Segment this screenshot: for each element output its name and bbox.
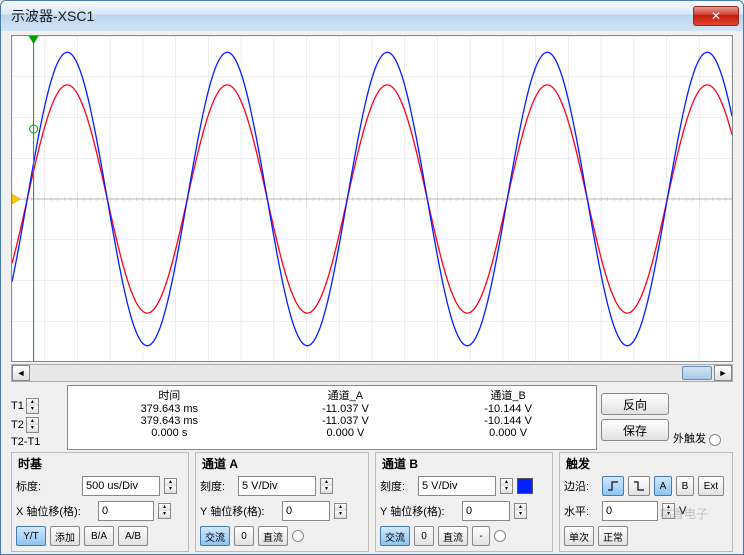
mode-ab-button[interactable]: A/B (118, 526, 148, 546)
mode-yt-button[interactable]: Y/T (16, 526, 46, 546)
timebase-scale-input[interactable] (82, 476, 160, 496)
cha-dc-button[interactable]: 直流 (258, 526, 288, 546)
channel-b-title: 通道 B (380, 455, 548, 472)
timebase-panel: 时基 标度:▴▾ X 轴位移(格):▴▾ Y/T 添加 B/A A/B (11, 452, 189, 552)
channel-b-panel: 通道 B 刻度:▴▾ Y 轴位移(格):▴▾ 交流 0 直流 - (375, 452, 553, 552)
scroll-right-button[interactable]: ► (714, 365, 732, 381)
chb-ac-button[interactable]: 交流 (380, 526, 410, 546)
chb-enable-radio[interactable] (494, 530, 506, 542)
timebase-title: 时基 (16, 455, 184, 472)
oscilloscope-window: 示波器-XSC1 ✕ ◄ ► T1▴▾ T2▴▾ T2-T1 时间通道_A通道_… (0, 0, 744, 555)
scope-canvas (12, 36, 732, 362)
save-button[interactable]: 保存 (601, 419, 669, 441)
chb-scale-input[interactable] (418, 476, 496, 496)
cursor-labels: T1▴▾ T2▴▾ T2-T1 (11, 385, 63, 450)
window-title: 示波器-XSC1 (11, 6, 693, 26)
trig-single-button[interactable]: 单次 (564, 526, 594, 546)
ext-trigger-group: 外触发 (673, 385, 733, 450)
cha-scale-input[interactable] (238, 476, 316, 496)
cha-enable-radio[interactable] (292, 530, 304, 542)
trigger-level-spinner[interactable]: ▴▾ (662, 503, 675, 519)
edge-falling-button[interactable] (628, 476, 650, 496)
table-row: 379.643 ms-11.037 V-10.144 V (74, 415, 590, 427)
trig-normal-button[interactable]: 正常 (598, 526, 628, 546)
t2-spinner[interactable]: ▴▾ (26, 417, 39, 433)
close-icon: ✕ (711, 9, 721, 23)
table-row: 0.000 s0.000 V0.000 V (74, 427, 590, 439)
chb-color-box[interactable] (517, 478, 533, 494)
time-scrollbar[interactable]: ◄ ► (11, 364, 733, 382)
trig-src-b-button[interactable]: B (676, 476, 694, 496)
cha-ypos-spinner[interactable]: ▴▾ (334, 503, 347, 519)
cursor-readout: 时间通道_A通道_B 379.643 ms-11.037 V-10.144 V … (67, 385, 597, 450)
chb-dc-button[interactable]: 直流 (438, 526, 468, 546)
cha-ypos-input[interactable] (282, 501, 330, 521)
trig-src-ext-button[interactable]: Ext (698, 476, 724, 496)
timebase-scale-spinner[interactable]: ▴▾ (164, 478, 177, 494)
scroll-left-button[interactable]: ◄ (12, 365, 30, 381)
titlebar: 示波器-XSC1 ✕ (1, 1, 743, 31)
t2-label: T2 (11, 419, 24, 431)
table-row: 379.643 ms-11.037 V-10.144 V (74, 403, 590, 415)
scroll-track[interactable] (30, 365, 714, 381)
ext-trigger-radio[interactable] (709, 434, 721, 446)
scope-display (11, 35, 733, 362)
channel-a-panel: 通道 A 刻度:▴▾ Y 轴位移(格):▴▾ 交流 0 直流 (195, 452, 369, 552)
chb-invert-button[interactable]: - (472, 526, 490, 546)
mode-add-button[interactable]: 添加 (50, 526, 80, 546)
edge-rising-button[interactable] (602, 476, 624, 496)
chb-zero-button[interactable]: 0 (414, 526, 434, 546)
trigger-level-input[interactable] (602, 501, 658, 521)
reverse-button[interactable]: 反向 (601, 393, 669, 415)
close-button[interactable]: ✕ (693, 6, 739, 26)
cha-zero-button[interactable]: 0 (234, 526, 254, 546)
cha-ac-button[interactable]: 交流 (200, 526, 230, 546)
channel-a-title: 通道 A (200, 455, 364, 472)
t2t1-label: T2-T1 (11, 436, 40, 448)
timebase-xpos-spinner[interactable]: ▴▾ (158, 503, 171, 519)
t1-label: T1 (11, 400, 24, 412)
scroll-thumb[interactable] (682, 366, 712, 380)
chb-scale-spinner[interactable]: ▴▾ (500, 478, 513, 494)
cha-scale-spinner[interactable]: ▴▾ (320, 478, 333, 494)
timebase-xpos-input[interactable] (98, 501, 154, 521)
chb-ypos-input[interactable] (462, 501, 510, 521)
t1-spinner[interactable]: ▴▾ (26, 398, 39, 414)
chb-ypos-spinner[interactable]: ▴▾ (514, 503, 527, 519)
trigger-panel: 触发 边沿: A B Ext 水平:▴▾V 单次 正常 (559, 452, 733, 552)
mode-ba-button[interactable]: B/A (84, 526, 114, 546)
trigger-title: 触发 (564, 455, 728, 472)
ext-trigger-label: 外触发 (673, 430, 706, 446)
trig-src-a-button[interactable]: A (654, 476, 672, 496)
